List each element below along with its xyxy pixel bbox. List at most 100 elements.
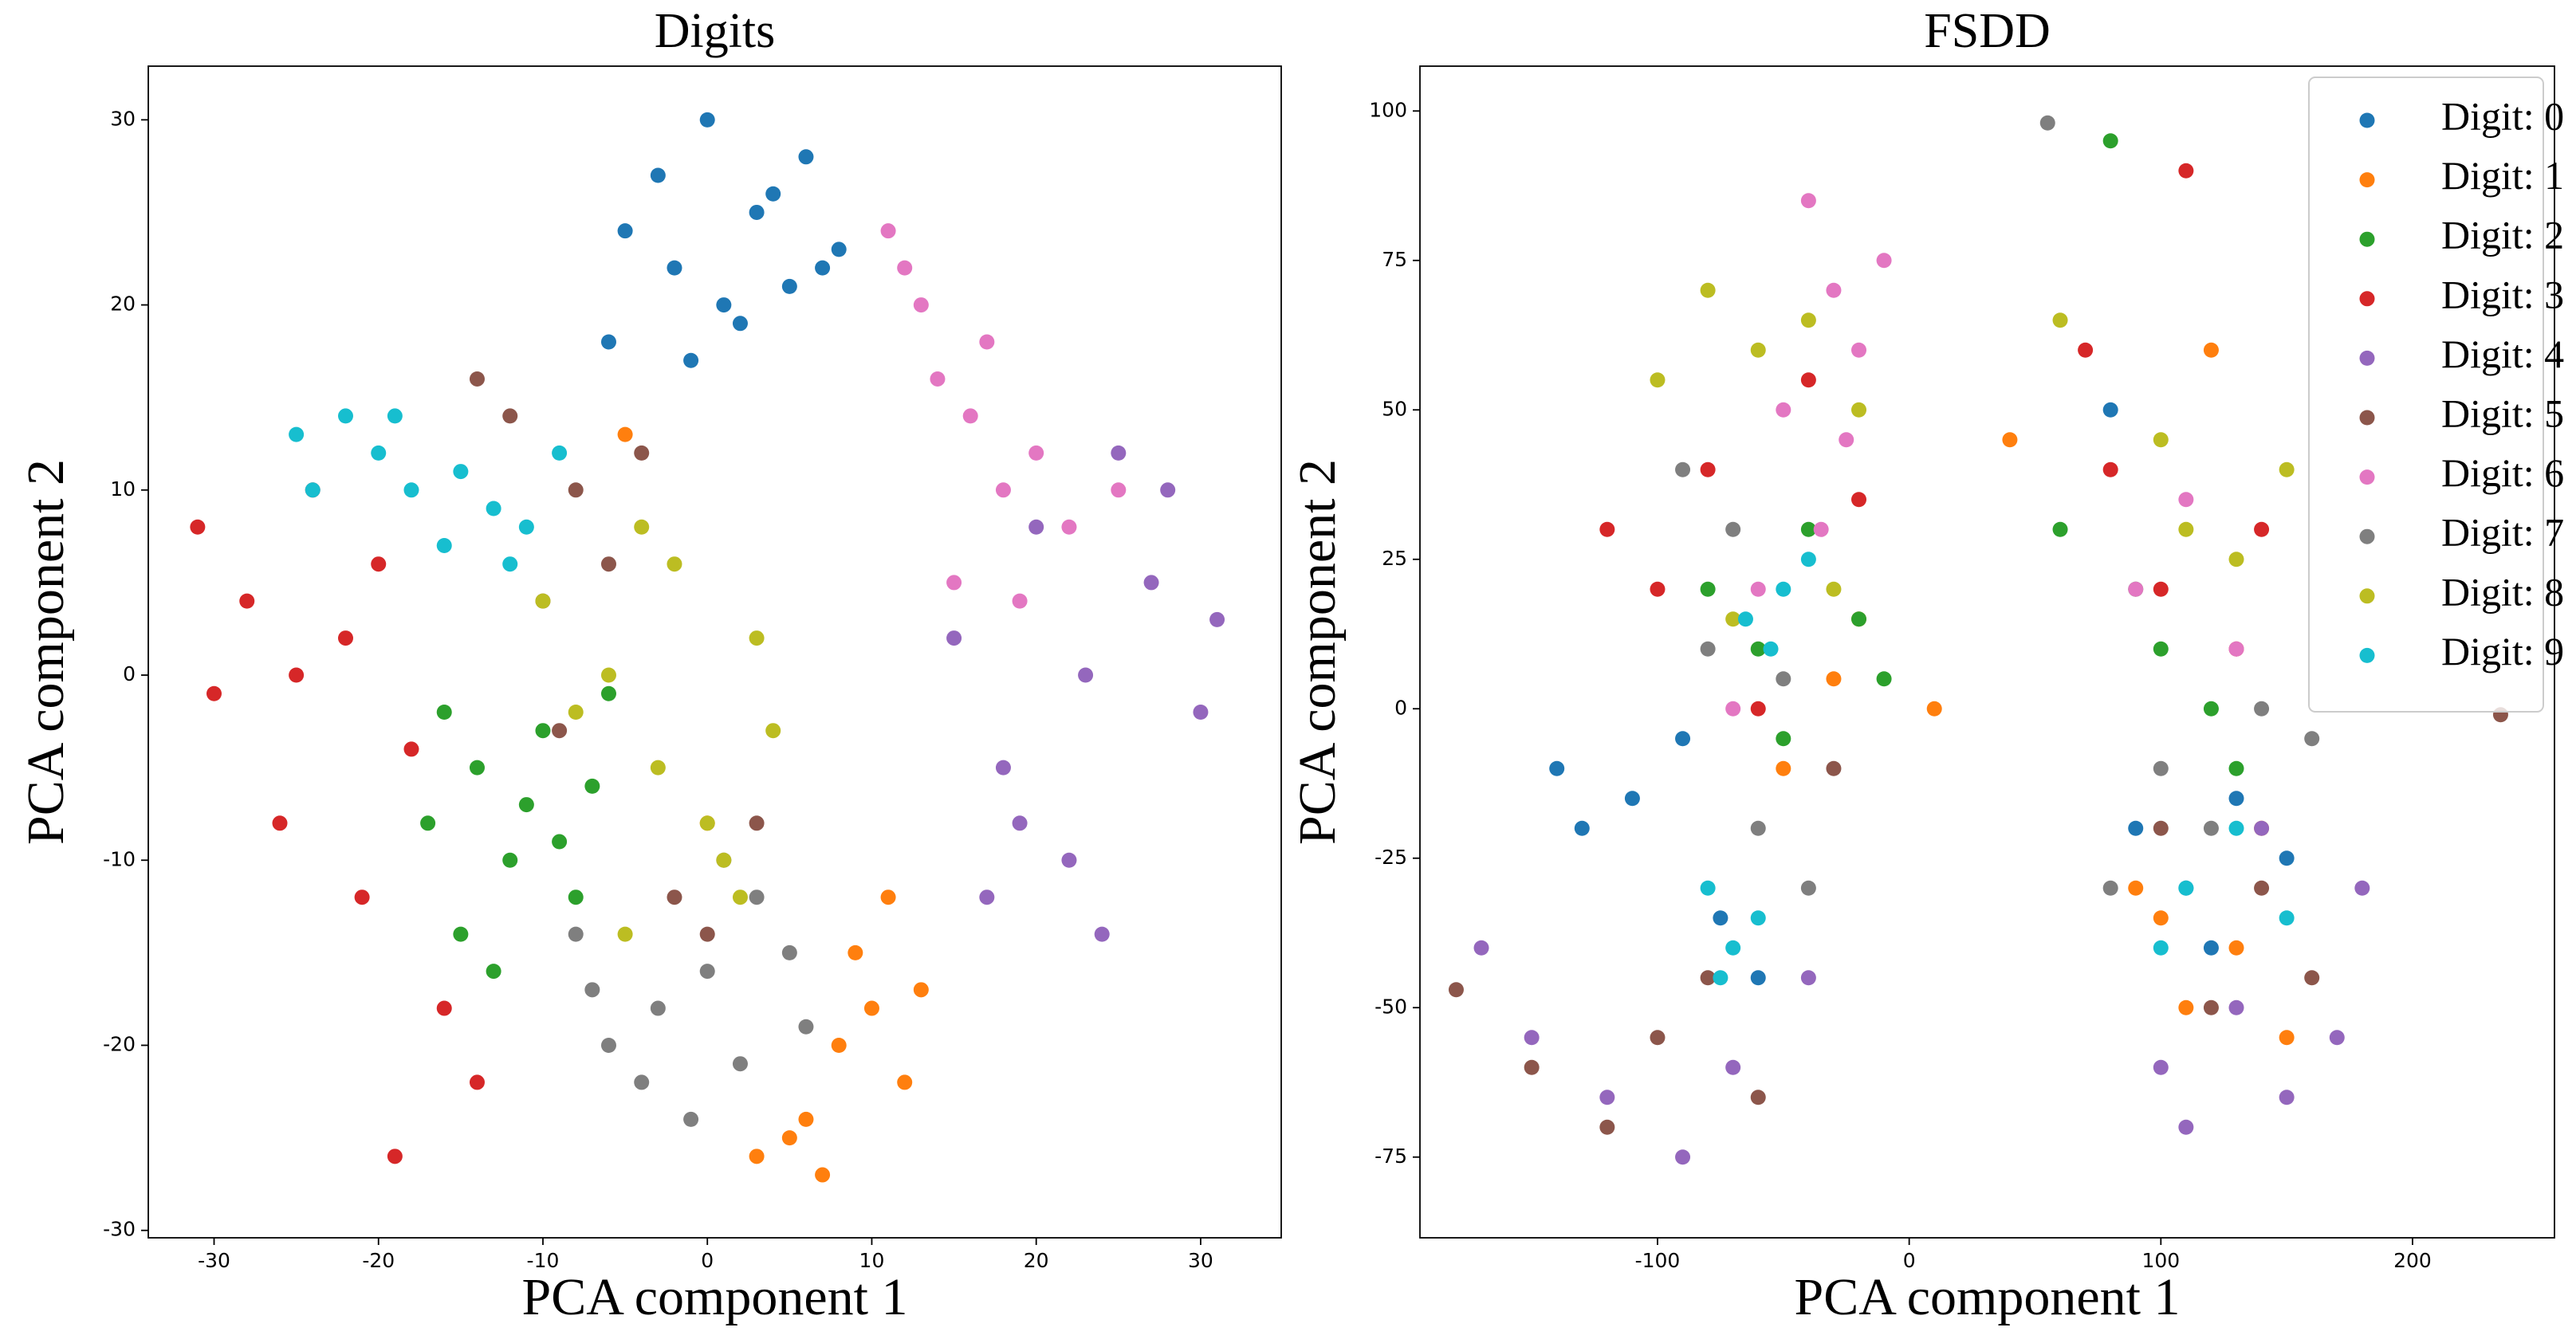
point xyxy=(2228,999,2244,1015)
point xyxy=(387,408,403,424)
point xyxy=(337,630,353,646)
point xyxy=(2052,521,2068,537)
point xyxy=(2178,880,2194,896)
point xyxy=(1737,611,1753,627)
y-tick-label: -10 xyxy=(103,847,136,870)
point xyxy=(765,186,781,202)
point xyxy=(600,685,616,701)
point xyxy=(979,889,995,905)
point xyxy=(1650,1030,1666,1046)
point xyxy=(1028,445,1044,461)
point xyxy=(913,982,929,998)
point xyxy=(699,112,715,128)
point xyxy=(1826,282,1842,298)
point xyxy=(403,482,419,498)
point xyxy=(2203,940,2219,956)
point xyxy=(2228,760,2244,776)
point xyxy=(469,1074,485,1090)
point xyxy=(486,501,501,516)
point xyxy=(946,630,962,646)
legend-marker xyxy=(2359,588,2375,604)
point xyxy=(2002,432,2018,448)
point xyxy=(387,1149,403,1164)
point xyxy=(568,704,584,720)
point xyxy=(552,445,568,461)
plot: -30 -20 -10 0 10 20 30 -30 -20 -10 0 10 20 30 Digits PC… xyxy=(17,4,1282,1326)
point xyxy=(1599,1090,1615,1105)
point xyxy=(930,371,946,387)
point xyxy=(354,889,370,905)
point xyxy=(1650,372,1666,388)
y-tick-label: -75 xyxy=(1375,1145,1407,1168)
point xyxy=(831,1037,847,1053)
y-tick-label: 0 xyxy=(1394,696,1407,719)
point xyxy=(913,297,929,313)
point xyxy=(880,223,896,239)
point xyxy=(2254,701,2270,717)
point xyxy=(535,593,551,609)
point xyxy=(749,204,765,220)
point xyxy=(2153,581,2169,597)
point xyxy=(337,408,353,424)
point xyxy=(617,926,633,942)
legend-marker xyxy=(2359,231,2375,247)
point xyxy=(2203,342,2219,358)
point xyxy=(1549,760,1565,776)
point xyxy=(617,223,633,239)
point xyxy=(1061,852,1077,868)
point xyxy=(2153,940,2169,956)
point xyxy=(1750,820,1766,836)
point xyxy=(2102,880,2118,896)
legend-label: Digit: 2 xyxy=(2441,213,2564,257)
point xyxy=(1826,760,1842,776)
point xyxy=(1876,671,1892,687)
y-axis-label: PCA component 2 xyxy=(17,459,75,845)
point xyxy=(667,556,682,572)
legend-marker xyxy=(2359,172,2375,188)
point xyxy=(765,723,781,739)
point xyxy=(2078,342,2094,358)
point xyxy=(1763,641,1779,657)
legend-marker xyxy=(2359,528,2375,544)
point xyxy=(1524,1030,1540,1046)
point xyxy=(1800,970,1816,986)
point xyxy=(2203,820,2219,836)
legend-marker xyxy=(2359,410,2375,426)
point xyxy=(650,1000,666,1016)
point xyxy=(749,815,765,831)
point xyxy=(1599,521,1615,537)
point xyxy=(2153,910,2169,926)
point xyxy=(1700,641,1716,657)
axes-frame xyxy=(1419,65,2555,1239)
point xyxy=(1700,581,1716,597)
point xyxy=(535,723,551,739)
x-tick-label: 0 xyxy=(701,1249,714,1272)
point xyxy=(1700,970,1716,986)
point xyxy=(815,1167,831,1183)
point xyxy=(1750,1090,1766,1105)
chart-title: Digits xyxy=(655,4,776,58)
point xyxy=(716,297,732,313)
point xyxy=(798,1111,814,1127)
point xyxy=(2178,521,2194,537)
legend-label: Digit: 6 xyxy=(2441,450,2564,495)
point xyxy=(1713,910,1728,926)
point xyxy=(2304,731,2320,747)
point xyxy=(798,1019,814,1035)
point xyxy=(1111,445,1127,461)
point xyxy=(420,815,436,831)
point xyxy=(2329,1030,2345,1046)
legend-marker xyxy=(2359,350,2375,366)
point xyxy=(1700,880,1716,896)
y-tick-label: 100 xyxy=(1369,98,1407,121)
point xyxy=(1750,910,1766,926)
point xyxy=(1725,521,1741,537)
point xyxy=(2052,312,2068,328)
point xyxy=(600,667,616,683)
point xyxy=(979,334,995,350)
point xyxy=(1094,926,1110,942)
point xyxy=(897,1074,913,1090)
point xyxy=(1725,611,1741,627)
point xyxy=(469,371,485,387)
